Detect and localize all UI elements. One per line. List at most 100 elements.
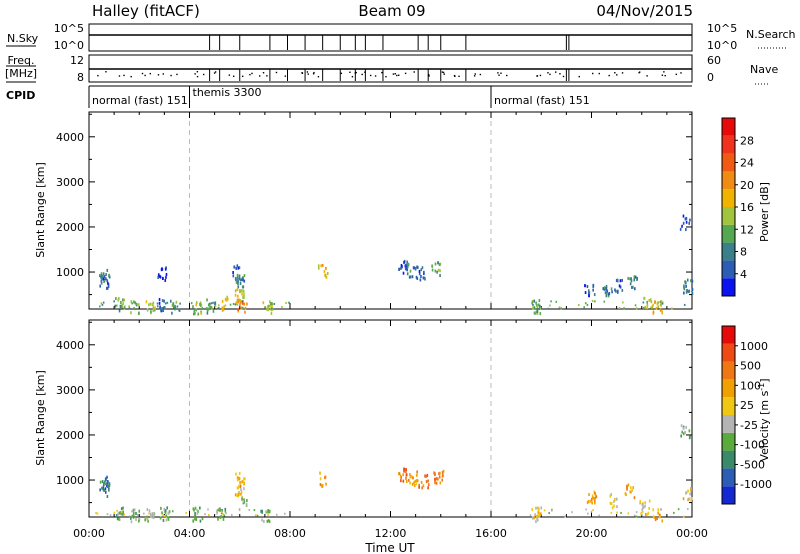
power-echo-cell [214,301,217,305]
vel-echo-cell [196,511,199,515]
nave-dot [498,74,500,76]
frequency-panel: Freq. [MHz] 12 8 Nave 60 0 [5,54,778,85]
vel-echo-cell [166,506,169,510]
vel-echo-cell [152,516,155,520]
power-echo-cell [99,284,102,288]
power-echo-cell [123,306,126,310]
power-echo-cell [584,284,586,288]
vel-echo-cell [685,491,687,495]
power-echo-cell [634,287,636,291]
power-echo-cell [405,263,407,267]
vel-echo-cell [644,504,646,508]
power-echo-cell [650,300,653,304]
power-echo-cell [149,302,152,306]
vel-echo-cell [118,518,121,522]
vel-echo-cell [592,509,594,512]
cpid-segment-label: normal (fast) 151 [92,94,188,107]
power-echo-cell [584,291,587,295]
power-echo-cell [239,281,242,285]
vel-echo-cell [265,510,267,513]
velocity-colorbar-label-main: Velocity [m s [758,390,771,461]
nave-dot [608,74,610,77]
power-echo-cell [267,305,269,309]
power-echo-cell [223,305,225,309]
power-echo-cell [237,277,239,281]
vel-echo-cell [96,512,99,515]
power-echo-cell [403,260,405,264]
vel-echo-cell [143,512,145,515]
nsky-label: N.Sky [7,32,39,45]
vel-echo-cell [405,473,408,477]
power-echo-cell [115,297,117,301]
vel-echo-cell [661,519,664,523]
power-echo-cell [271,304,273,308]
vel-echo-cell [647,511,650,515]
vel-colorbar-segment [722,486,735,504]
power-echo-cell [591,300,594,303]
power-echo-cell [532,303,534,306]
vel-echo-cell [654,518,657,522]
vel-echo-cell [410,474,413,478]
power-colorbar-segment [722,135,735,154]
power-echo-cell [100,272,103,276]
power-echo-cell [242,285,245,289]
vel-echo-cell [591,497,593,501]
power-echo-cell [325,266,327,270]
nave-dot [118,75,121,77]
power-echo-cell [241,301,244,305]
vel-echo-cell [635,515,638,518]
power-echo-cell [135,302,138,306]
power-echo-cell [165,275,167,279]
power-echo-cell [285,301,287,304]
vel-echo-cell [420,480,423,484]
power-echo-cell [535,310,538,314]
power-echo-cell [179,302,181,305]
power-colorbar-segment [722,153,735,172]
power-echo-cell [560,307,563,310]
vel-echo-cell [108,488,110,492]
power-echo-cell [631,285,633,289]
power-echo-cell [646,300,648,304]
vel-echo-cell [196,509,198,512]
power-echo-cell [685,220,688,224]
nave-dot [559,73,561,75]
power-echo-cell [103,280,105,284]
nave-dot [313,71,315,74]
power-echo-cell [555,300,558,303]
power-echo-cell [547,307,550,310]
nave-dot [385,75,387,78]
power-echo-cell [682,221,685,225]
vel-echo-cell [148,509,151,513]
nave-dot [428,75,430,77]
power-echo-cell [661,310,664,314]
power-echo-cell [176,305,179,308]
power-echo-cell [437,268,440,272]
vel-echo-cell [235,472,237,476]
power-echo-cell [243,279,246,283]
vel-echo-cell [405,468,407,472]
power-echo-cell [161,306,163,310]
vel-echo-cell [644,501,646,505]
nave-dot [616,74,618,76]
vel-echo-cell [241,480,243,484]
freq-tick-top: 12 [70,54,84,67]
power-echo-cell [209,305,211,308]
vel-echo-cell [243,482,245,486]
vel-echo-cell [106,494,109,498]
vel-echo-cell [108,484,111,488]
power-echo-cell [206,298,208,302]
vel-echo-cell [536,518,539,522]
power-echo-cell [195,301,198,305]
power-echo-cell [655,306,658,310]
power-echo-cell [324,274,327,278]
power-echo-cell [273,302,276,305]
vel-colorbar-label: -1000 [740,478,772,491]
nave-dot [241,75,244,78]
power-echo-cell [106,268,109,272]
power-echo-cell [145,300,148,304]
vel-echo-cell [162,518,165,522]
vel-echo-cell [616,511,618,514]
vel-echo-cell [627,512,630,515]
power-echo-cell [688,289,691,293]
nave-dot [249,73,251,76]
